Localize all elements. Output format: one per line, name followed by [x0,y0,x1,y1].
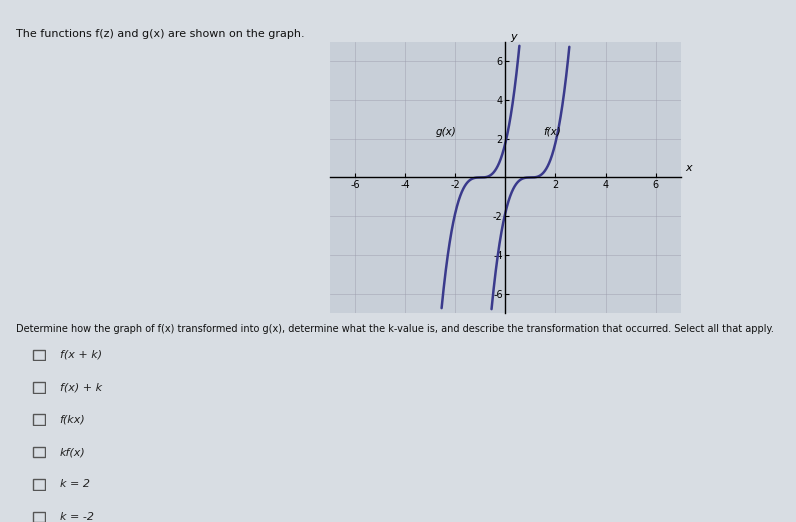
Text: f(x) + k: f(x) + k [60,382,102,393]
Text: f(x + k): f(x + k) [60,350,102,360]
Text: y: y [510,32,517,42]
Text: kf(x): kf(x) [60,447,85,457]
Text: k = 2: k = 2 [60,479,90,490]
Text: x: x [685,163,693,173]
Text: f(kx): f(kx) [60,414,85,425]
Text: Determine how the graph of f(x) transformed into g(x), determine what the k-valu: Determine how the graph of f(x) transfor… [16,324,774,334]
Text: f(x): f(x) [543,127,560,137]
Text: g(x): g(x) [435,127,456,137]
Text: k = -2: k = -2 [60,512,94,522]
Text: The functions f(z) and g(x) are shown on the graph.: The functions f(z) and g(x) are shown on… [16,29,305,39]
